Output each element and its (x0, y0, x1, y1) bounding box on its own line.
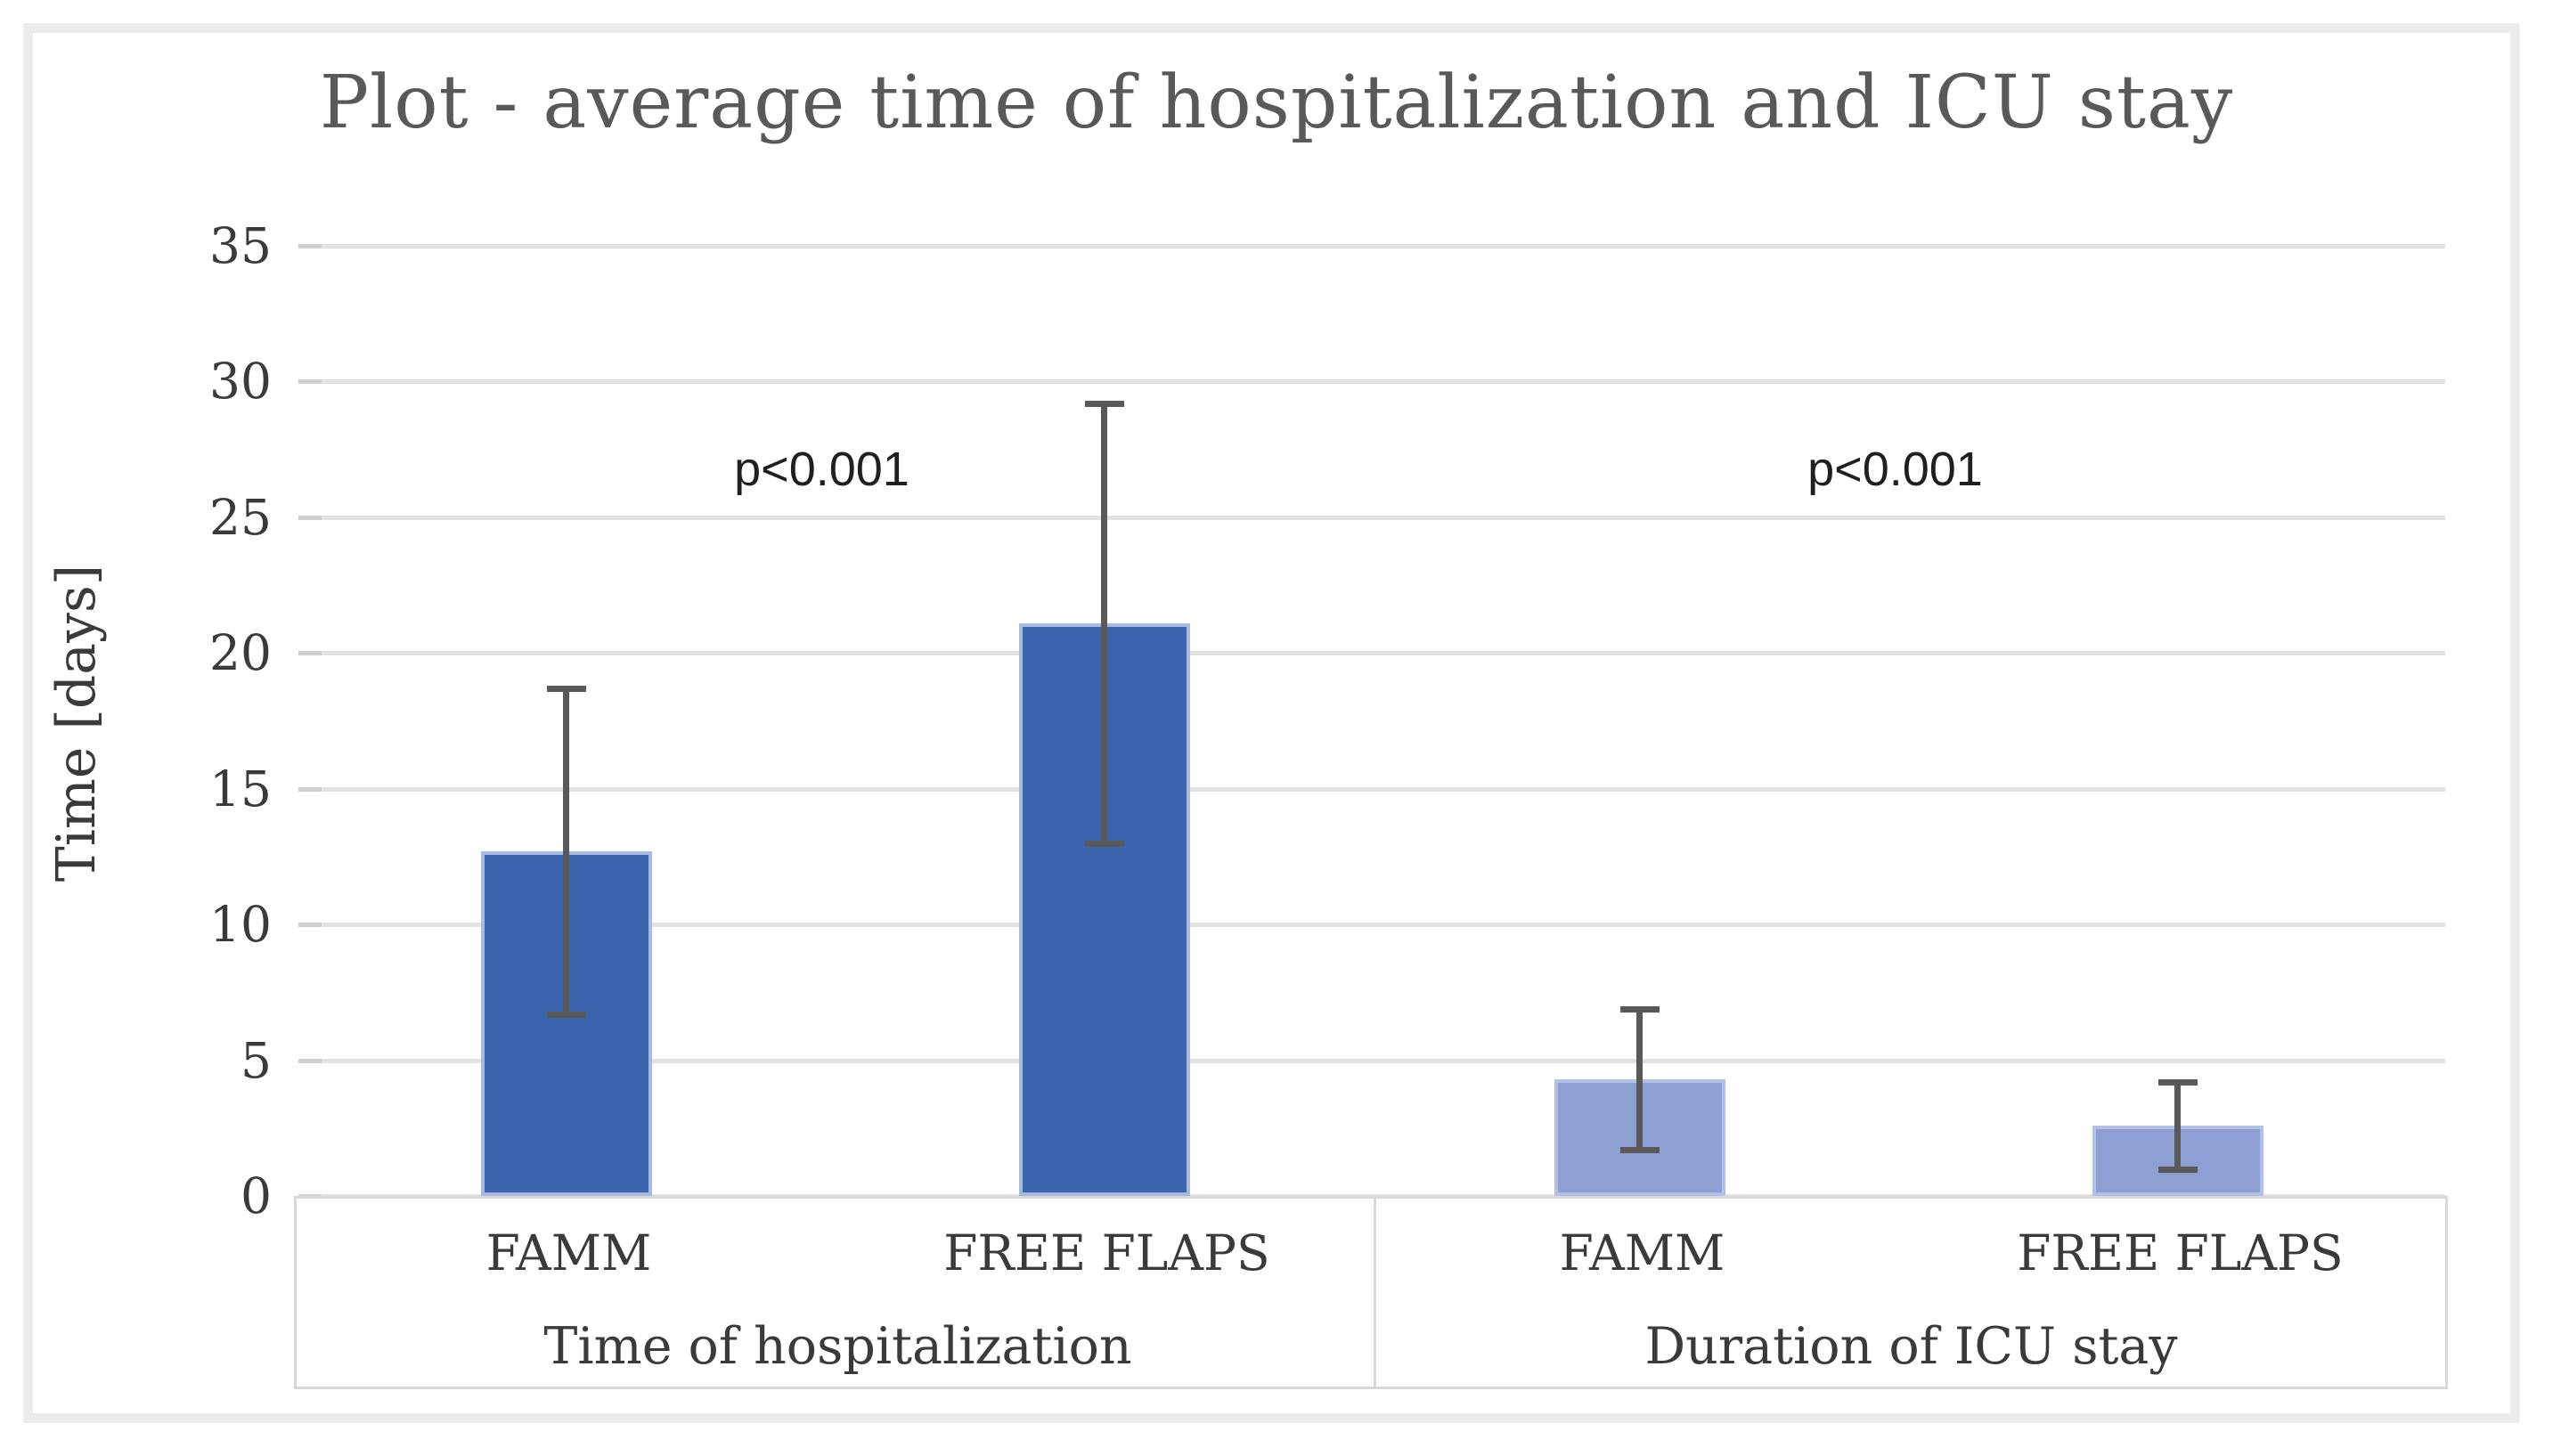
category-label-free-flaps: FREE FLAPS (943, 1224, 1270, 1281)
y-tick-label-25: 25 (209, 488, 272, 546)
group-label-hospitalization: Time of hospitalization (543, 1317, 1132, 1376)
y-tick-label-15: 15 (209, 760, 272, 817)
tick-mark-y-35 (298, 244, 322, 248)
gridline-y-15 (298, 786, 2445, 792)
category-label-free-flaps: FREE FLAPS (2017, 1224, 2344, 1281)
error-bar-line (1101, 403, 1107, 843)
error-bar-line (1636, 1008, 1643, 1151)
error-bar-cap-bottom (1619, 1147, 1660, 1154)
p-value-annotation: p<0.001 (1807, 443, 1983, 496)
group-divider (1373, 1199, 1376, 1387)
category-axis-band: FAMM FREE FLAPS Time of hospitalization FAM… (294, 1196, 2448, 1389)
tick-mark-y-10 (298, 923, 322, 928)
y-tick-label-10: 10 (209, 896, 272, 954)
chart-title: Plot - average time of hospitalization a… (319, 61, 2234, 145)
tick-mark-y-25 (298, 515, 322, 520)
error-bar-cap-bottom (1084, 840, 1124, 847)
tick-mark-y-30 (298, 379, 322, 385)
error-bar-cap-top (1619, 1005, 1660, 1013)
gridline-y-5 (298, 1058, 2445, 1063)
error-bar-cap-bottom (546, 1011, 586, 1018)
y-tick-label-30: 30 (209, 353, 272, 411)
error-bar-line (2174, 1081, 2181, 1169)
error-bar-cap-top (546, 685, 586, 692)
y-tick-label-0: 0 (241, 1167, 272, 1224)
gridline-y-25 (298, 515, 2445, 520)
gridline-y-35 (298, 244, 2445, 248)
tick-mark-y-5 (298, 1058, 322, 1063)
tick-mark-y-15 (298, 786, 322, 792)
error-bar-cap-top (1084, 400, 1124, 407)
p-value-annotation: p<0.001 (734, 443, 909, 496)
tick-mark-y-20 (298, 651, 322, 656)
y-axis-title: Time [days] (45, 564, 108, 883)
gridline-y-30 (298, 379, 2445, 385)
error-bar-cap-top (2157, 1078, 2198, 1086)
error-bar-cap-bottom (2157, 1166, 2198, 1173)
error-bar-line (563, 687, 569, 1014)
y-tick-label-35: 35 (209, 217, 272, 274)
gridline-y-20 (298, 651, 2445, 656)
gridline-y-10 (298, 923, 2445, 928)
category-label-famm: FAMM (1559, 1224, 1725, 1281)
group-label-icu: Duration of ICU stay (1644, 1317, 2178, 1376)
y-tick-label-5: 5 (241, 1031, 272, 1089)
category-label-famm: FAMM (485, 1224, 652, 1281)
y-tick-label-20: 20 (209, 624, 272, 682)
